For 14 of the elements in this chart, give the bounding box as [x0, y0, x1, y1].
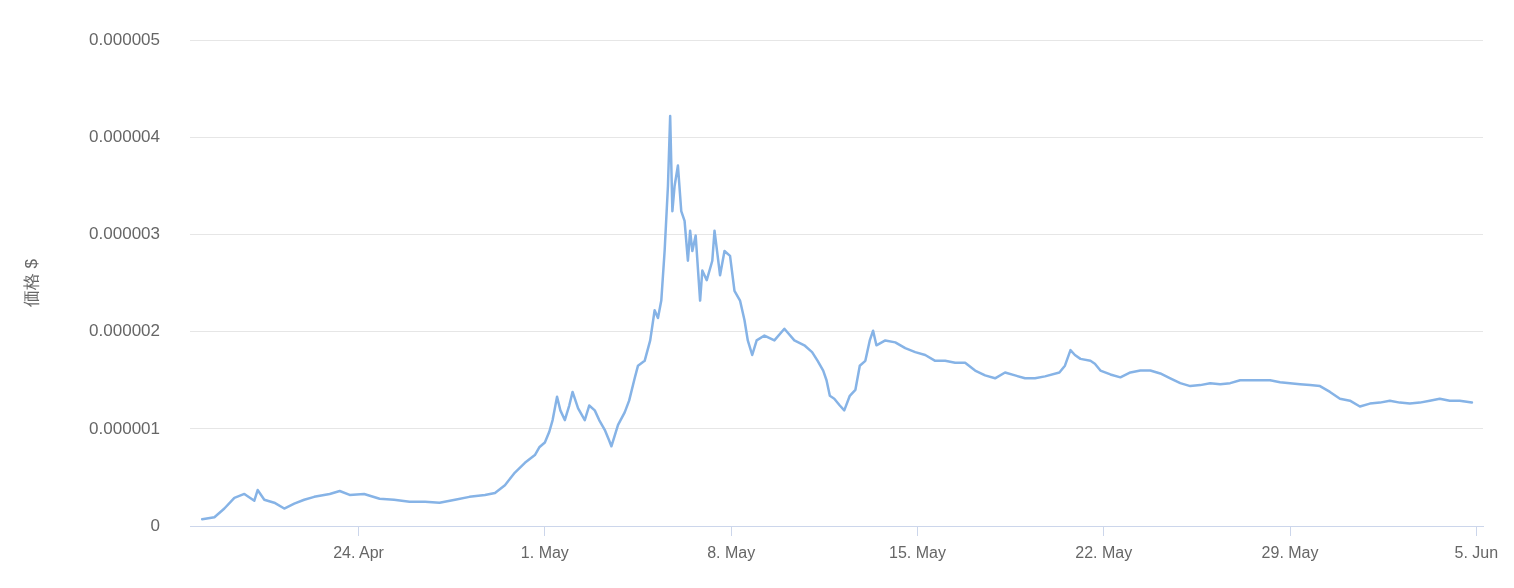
x-tick-label: 15. May: [888, 544, 946, 562]
x-tick-label: 5. Jun: [1454, 544, 1499, 562]
y-tick-label: 0: [150, 515, 160, 535]
x-tick-label: 29. May: [1261, 544, 1319, 562]
y-tick-label: 0.000005: [89, 29, 160, 49]
x-tick-label: 8. May: [707, 544, 756, 562]
y-tick-label: 0.000002: [89, 321, 160, 341]
x-tick-label: 22. May: [1075, 544, 1133, 562]
y-tick-label: 0.000003: [89, 224, 160, 244]
x-tick-label: 24. Apr: [333, 544, 385, 562]
x-tick-label: 1. May: [520, 544, 569, 562]
y-tick-label: 0.000004: [89, 127, 160, 147]
y-tick-label: 0.000001: [89, 418, 160, 438]
y-axis-title: 価格 $: [21, 258, 41, 308]
